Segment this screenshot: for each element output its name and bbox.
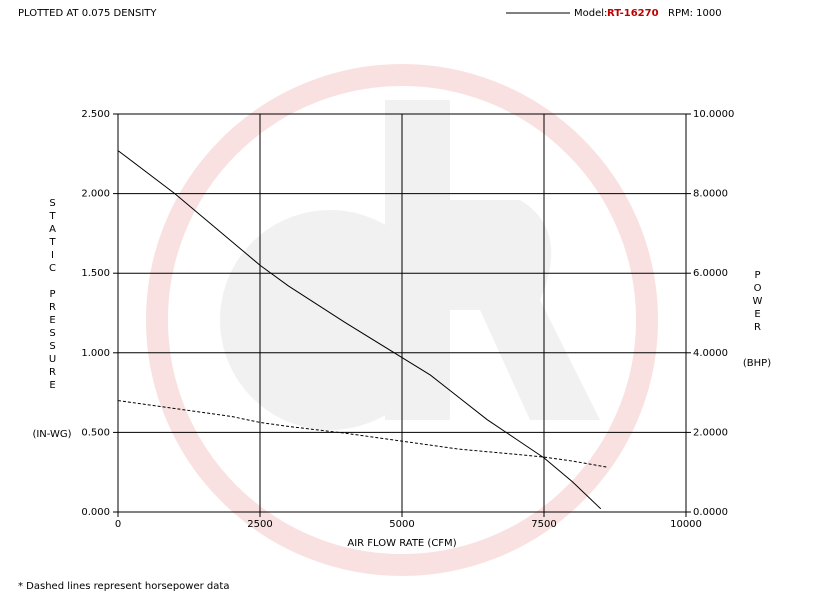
footnote: * Dashed lines represent horsepower data	[18, 581, 229, 592]
y-tick-label: 0.000	[81, 507, 110, 518]
y2-tick-label: 10.0000	[693, 109, 734, 120]
series-line	[117, 400, 607, 468]
density-note: PLOTTED AT 0.075 DENSITY	[18, 8, 157, 19]
y2-tick-label: 2.0000	[693, 427, 728, 438]
y2-tick-label: 4.0000	[693, 348, 728, 359]
y-tick-label: 1.500	[81, 268, 110, 279]
y-tick-label: 2.000	[81, 189, 110, 200]
x-tick-label: 2500	[247, 519, 272, 530]
y2-axis-unit: (BHP)	[743, 358, 771, 369]
y2-tick-label: 0.0000	[693, 507, 728, 518]
legend-rpm: RPM: 1000	[668, 8, 722, 19]
legend-model-label: Model:	[574, 8, 607, 19]
x-tick-label: 10000	[670, 519, 702, 530]
y-tick-label: 2.500	[81, 109, 110, 120]
x-tick-label: 0	[115, 519, 121, 530]
y2-tick-label: 6.0000	[693, 268, 728, 279]
legend-model: RT-16270	[607, 8, 659, 19]
x-axis-label: AIR FLOW RATE (CFM)	[347, 538, 456, 549]
series-line	[117, 150, 602, 510]
y-axis-unit: (IN-WG)	[32, 429, 71, 440]
y-tick-label: 0.500	[81, 427, 110, 438]
y-axis-label: STATIC PRESSURE	[47, 198, 58, 393]
watermark	[146, 64, 658, 576]
y2-axis-label: POWER	[752, 270, 763, 335]
x-tick-label: 5000	[389, 519, 414, 530]
x-tick-label: 7500	[531, 519, 556, 530]
y2-tick-label: 8.0000	[693, 189, 728, 200]
y-tick-label: 1.000	[81, 348, 110, 359]
